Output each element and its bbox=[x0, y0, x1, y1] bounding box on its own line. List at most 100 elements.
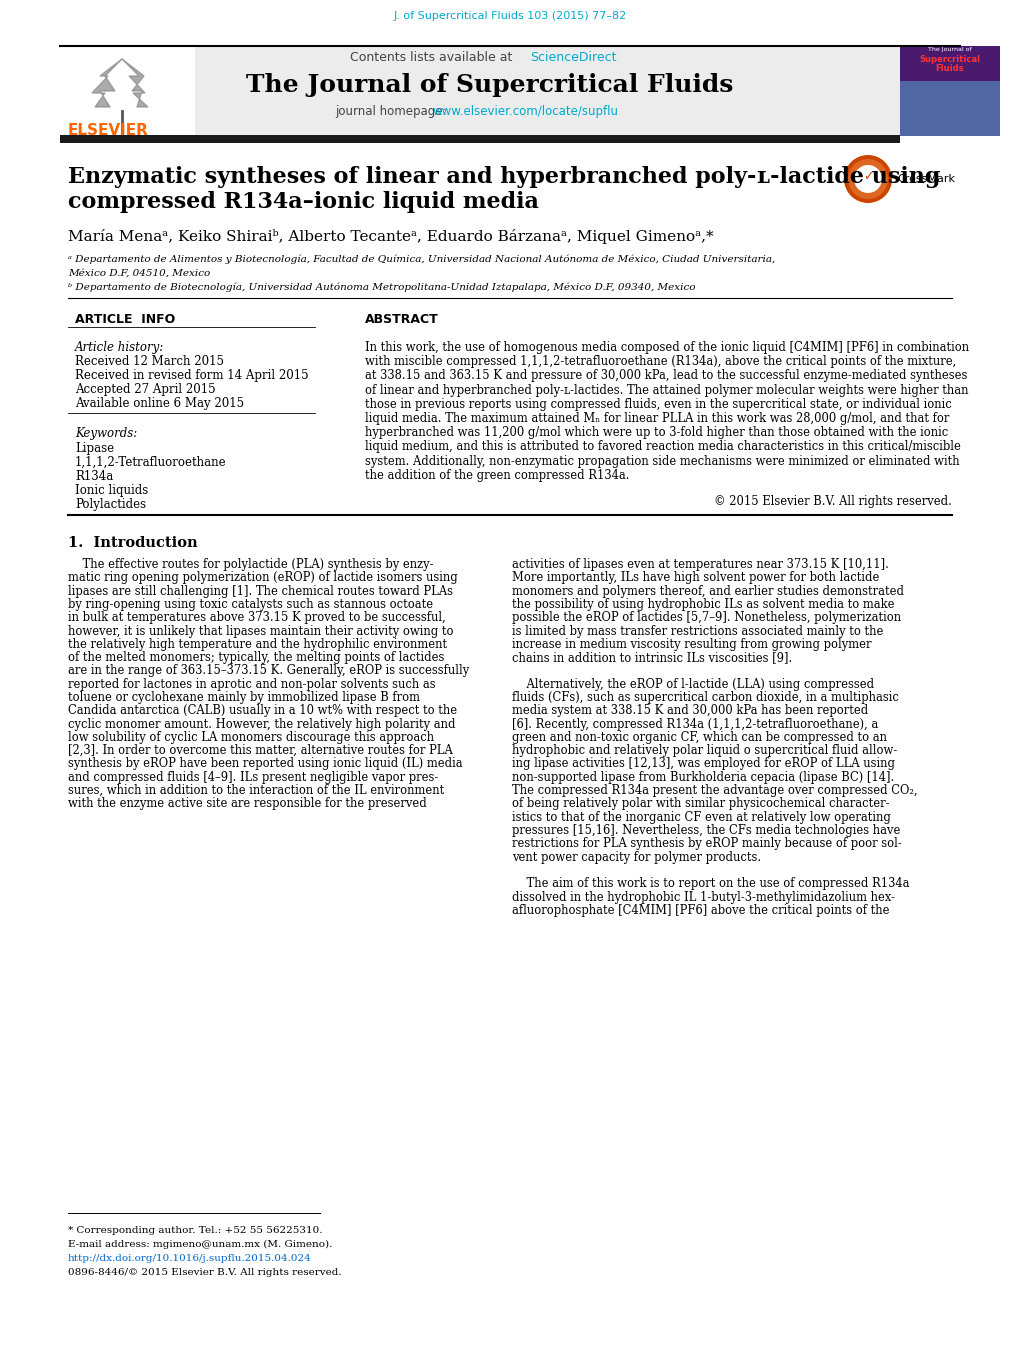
Text: The effective routes for polylactide (PLA) synthesis by enzy-: The effective routes for polylactide (PL… bbox=[68, 558, 433, 571]
Text: toluene or cyclohexane mainly by immobilized lipase B from: toluene or cyclohexane mainly by immobil… bbox=[68, 690, 420, 704]
Text: dissolved in the hydrophobic IL 1-butyl-3-methylimidazolium hex-: dissolved in the hydrophobic IL 1-butyl-… bbox=[512, 890, 894, 904]
Text: the addition of the green compressed R134a.: the addition of the green compressed R13… bbox=[365, 469, 629, 482]
Text: reported for lactones in aprotic and non-polar solvents such as: reported for lactones in aprotic and non… bbox=[68, 678, 435, 690]
Text: with miscible compressed 1,1,1,2-tetrafluoroethane (R134a), above the critical p: with miscible compressed 1,1,1,2-tetrafl… bbox=[365, 355, 956, 369]
Text: cyclic monomer amount. However, the relatively high polarity and: cyclic monomer amount. However, the rela… bbox=[68, 717, 455, 731]
Bar bbox=[899, 81, 999, 136]
Text: of linear and hyperbranched poly-ʟ-lactides. The attained polymer molecular weig: of linear and hyperbranched poly-ʟ-lacti… bbox=[365, 384, 968, 397]
Text: 1,1,1,2-Tetrafluoroethane: 1,1,1,2-Tetrafluoroethane bbox=[75, 457, 226, 469]
Text: ARTICLE  INFO: ARTICLE INFO bbox=[75, 313, 175, 326]
Text: ᵇ Departamento de Biotecnología, Universidad Autónoma Metropolitana-Unidad Iztap: ᵇ Departamento de Biotecnología, Univers… bbox=[68, 282, 695, 293]
Circle shape bbox=[847, 159, 888, 199]
Text: compressed R134a–ionic liquid media: compressed R134a–ionic liquid media bbox=[68, 190, 538, 213]
Text: ✓: ✓ bbox=[862, 170, 872, 184]
Polygon shape bbox=[92, 59, 148, 107]
Text: [2,3]. In order to overcome this matter, alternative routes for PLA: [2,3]. In order to overcome this matter,… bbox=[68, 744, 452, 757]
Text: and compressed fluids [4–9]. ILs present negligible vapor pres-: and compressed fluids [4–9]. ILs present… bbox=[68, 771, 438, 784]
Text: vent power capacity for polymer products.: vent power capacity for polymer products… bbox=[512, 851, 760, 863]
Text: restrictions for PLA synthesis by eROP mainly because of poor sol-: restrictions for PLA synthesis by eROP m… bbox=[512, 838, 901, 850]
Text: Received in revised form 14 April 2015: Received in revised form 14 April 2015 bbox=[75, 369, 309, 382]
Text: Alternatively, the eROP of l-lactide (LLA) using compressed: Alternatively, the eROP of l-lactide (LL… bbox=[512, 678, 873, 690]
Text: fluids (CFs), such as supercritical carbon dioxide, in a multiphasic: fluids (CFs), such as supercritical carb… bbox=[512, 690, 898, 704]
Text: of being relatively polar with similar physicochemical character-: of being relatively polar with similar p… bbox=[512, 797, 889, 811]
Text: activities of lipases even at temperatures near 373.15 K [10,11].: activities of lipases even at temperatur… bbox=[512, 558, 888, 571]
Text: pressures [15,16]. Nevertheless, the CFs media technologies have: pressures [15,16]. Nevertheless, the CFs… bbox=[512, 824, 900, 838]
Text: hydrophobic and relatively polar liquid o supercritical fluid allow-: hydrophobic and relatively polar liquid … bbox=[512, 744, 897, 757]
Text: Article history:: Article history: bbox=[75, 340, 164, 354]
Text: monomers and polymers thereof, and earlier studies demonstrated: monomers and polymers thereof, and earli… bbox=[512, 585, 903, 597]
Text: Contents lists available at: Contents lists available at bbox=[350, 51, 516, 63]
Text: www.elsevier.com/locate/supflu: www.elsevier.com/locate/supflu bbox=[433, 105, 619, 118]
Bar bbox=[60, 135, 899, 143]
Text: liquid media. The maximum attained Mₙ for linear PLLA in this work was 28,000 g/: liquid media. The maximum attained Mₙ fo… bbox=[365, 412, 949, 426]
Text: possible the eROP of lactides [5,7–9]. Nonetheless, polymerization: possible the eROP of lactides [5,7–9]. N… bbox=[512, 611, 900, 624]
Text: the possibility of using hydrophobic ILs as solvent media to make: the possibility of using hydrophobic ILs… bbox=[512, 598, 894, 611]
Text: 1.  Introduction: 1. Introduction bbox=[68, 536, 198, 550]
Text: http://dx.doi.org/10.1016/j.supflu.2015.04.024: http://dx.doi.org/10.1016/j.supflu.2015.… bbox=[68, 1254, 312, 1263]
Text: media system at 338.15 K and 30,000 kPa has been reported: media system at 338.15 K and 30,000 kPa … bbox=[512, 704, 867, 717]
Text: E-mail address: mgimeno@unam.mx (M. Gimeno).: E-mail address: mgimeno@unam.mx (M. Gime… bbox=[68, 1240, 332, 1250]
Text: CrossMark: CrossMark bbox=[896, 174, 954, 184]
Text: increase in medium viscosity resulting from growing polymer: increase in medium viscosity resulting f… bbox=[512, 638, 870, 651]
Text: the relatively high temperature and the hydrophilic environment: the relatively high temperature and the … bbox=[68, 638, 446, 651]
Text: J. of Supercritical Fluids 103 (2015) 77–82: J. of Supercritical Fluids 103 (2015) 77… bbox=[393, 11, 626, 22]
Text: Fluids: Fluids bbox=[934, 63, 963, 73]
Text: lipases are still challenging [1]. The chemical routes toward PLAs: lipases are still challenging [1]. The c… bbox=[68, 585, 452, 597]
Text: system. Additionally, non-enzymatic propagation side mechanisms were minimized o: system. Additionally, non-enzymatic prop… bbox=[365, 454, 959, 467]
Text: Received 12 March 2015: Received 12 March 2015 bbox=[75, 355, 224, 367]
Text: journal homepage:: journal homepage: bbox=[334, 105, 449, 118]
Text: More importantly, ILs have high solvent power for both lactide: More importantly, ILs have high solvent … bbox=[512, 571, 878, 584]
Text: istics to that of the inorganic CF even at relatively low operating: istics to that of the inorganic CF even … bbox=[512, 811, 890, 824]
Text: at 338.15 and 363.15 K and pressure of 30,000 kPa, lead to the successful enzyme: at 338.15 and 363.15 K and pressure of 3… bbox=[365, 369, 966, 382]
Text: sures, which in addition to the interaction of the IL environment: sures, which in addition to the interact… bbox=[68, 784, 444, 797]
Text: Candida antarctica (CALB) usually in a 10 wt% with respect to the: Candida antarctica (CALB) usually in a 1… bbox=[68, 704, 457, 717]
Text: Supercritical: Supercritical bbox=[918, 55, 979, 63]
Text: The Journal of: The Journal of bbox=[927, 47, 971, 51]
Text: low solubility of cyclic LA monomers discourage this approach: low solubility of cyclic LA monomers dis… bbox=[68, 731, 434, 744]
Text: in bulk at temperatures above 373.15 K proved to be successful,: in bulk at temperatures above 373.15 K p… bbox=[68, 611, 445, 624]
Text: however, it is unlikely that lipases maintain their activity owing to: however, it is unlikely that lipases mai… bbox=[68, 624, 453, 638]
Text: synthesis by eROP have been reported using ionic liquid (IL) media: synthesis by eROP have been reported usi… bbox=[68, 758, 463, 770]
Text: Polylactides: Polylactides bbox=[75, 499, 146, 511]
Text: Keywords:: Keywords: bbox=[75, 427, 138, 440]
Text: México D.F, 04510, Mexico: México D.F, 04510, Mexico bbox=[68, 269, 210, 278]
Text: [6]. Recently, compressed R134a (1,1,1,2-tetrafluoroethane), a: [6]. Recently, compressed R134a (1,1,1,2… bbox=[512, 717, 877, 731]
Text: by ring-opening using toxic catalysts such as stannous octoate: by ring-opening using toxic catalysts su… bbox=[68, 598, 433, 611]
Text: Ionic liquids: Ionic liquids bbox=[75, 484, 148, 497]
Text: hyperbranched was 11,200 g/mol which were up to 3-fold higher than those obtaine: hyperbranched was 11,200 g/mol which wer… bbox=[365, 426, 948, 439]
Text: afluorophosphate [C4MIM] [PF6] above the critical points of the: afluorophosphate [C4MIM] [PF6] above the… bbox=[512, 904, 889, 917]
Bar bbox=[60, 46, 899, 136]
Text: The Journal of Supercritical Fluids: The Journal of Supercritical Fluids bbox=[246, 73, 733, 97]
Text: ELSEVIER: ELSEVIER bbox=[68, 123, 149, 138]
Bar bbox=[899, 46, 999, 136]
Text: © 2015 Elsevier B.V. All rights reserved.: © 2015 Elsevier B.V. All rights reserved… bbox=[713, 494, 951, 508]
Circle shape bbox=[843, 155, 892, 203]
Text: * Corresponding author. Tel.: +52 55 56225310.: * Corresponding author. Tel.: +52 55 562… bbox=[68, 1225, 322, 1235]
Bar bbox=[60, 46, 195, 136]
Text: The aim of this work is to report on the use of compressed R134a: The aim of this work is to report on the… bbox=[512, 877, 909, 890]
Text: ing lipase activities [12,13], was employed for eROP of LLA using: ing lipase activities [12,13], was emplo… bbox=[512, 758, 894, 770]
Text: Available online 6 May 2015: Available online 6 May 2015 bbox=[75, 397, 244, 409]
Text: ABSTRACT: ABSTRACT bbox=[365, 313, 438, 326]
Text: non-supported lipase from Burkholderia cepacia (lipase BC) [14].: non-supported lipase from Burkholderia c… bbox=[512, 771, 894, 784]
Text: with the enzyme active site are responsible for the preserved: with the enzyme active site are responsi… bbox=[68, 797, 426, 811]
Circle shape bbox=[853, 165, 881, 193]
Text: matic ring opening polymerization (eROP) of lactide isomers using: matic ring opening polymerization (eROP)… bbox=[68, 571, 458, 584]
Text: liquid medium, and this is attributed to favored reaction media characteristics : liquid medium, and this is attributed to… bbox=[365, 440, 960, 454]
Text: chains in addition to intrinsic ILs viscosities [9].: chains in addition to intrinsic ILs visc… bbox=[512, 651, 792, 665]
Text: ᵃ Departamento de Alimentos y Biotecnología, Facultad de Química, Universidad Na: ᵃ Departamento de Alimentos y Biotecnolo… bbox=[68, 255, 774, 265]
Text: R134a: R134a bbox=[75, 470, 113, 484]
Text: is limited by mass transfer restrictions associated mainly to the: is limited by mass transfer restrictions… bbox=[512, 624, 882, 638]
Text: In this work, the use of homogenous media composed of the ionic liquid [C4MIM] [: In this work, the use of homogenous medi… bbox=[365, 340, 968, 354]
Text: are in the range of 363.15–373.15 K. Generally, eROP is successfully: are in the range of 363.15–373.15 K. Gen… bbox=[68, 665, 469, 677]
Text: María Menaᵃ, Keiko Shiraiᵇ, Alberto Tecanteᵃ, Eduardo Bárzanaᵃ, Miquel Gimenoᵃ,*: María Menaᵃ, Keiko Shiraiᵇ, Alberto Teca… bbox=[68, 230, 713, 245]
Text: 0896-8446/© 2015 Elsevier B.V. All rights reserved.: 0896-8446/© 2015 Elsevier B.V. All right… bbox=[68, 1269, 341, 1277]
Text: green and non-toxic organic CF, which can be compressed to an: green and non-toxic organic CF, which ca… bbox=[512, 731, 887, 744]
Text: ScienceDirect: ScienceDirect bbox=[530, 51, 615, 63]
Text: Accepted 27 April 2015: Accepted 27 April 2015 bbox=[75, 382, 215, 396]
Text: of the melted monomers; typically, the melting points of lactides: of the melted monomers; typically, the m… bbox=[68, 651, 444, 665]
Text: Lipase: Lipase bbox=[75, 442, 114, 455]
Text: The compressed R134a present the advantage over compressed CO₂,: The compressed R134a present the advanta… bbox=[512, 784, 917, 797]
Text: Enzymatic syntheses of linear and hyperbranched poly-ʟ-lactide using: Enzymatic syntheses of linear and hyperb… bbox=[68, 166, 940, 188]
Text: those in previous reports using compressed fluids, even in the supercritical sta: those in previous reports using compress… bbox=[365, 397, 951, 411]
